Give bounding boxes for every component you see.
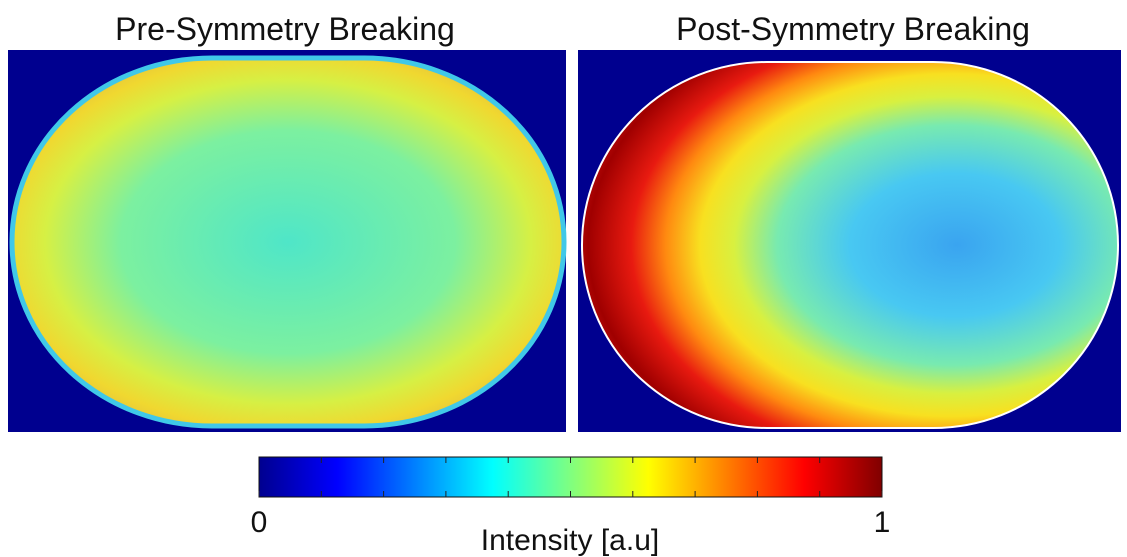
colorbar-label: Intensity [a.u] [481,524,659,557]
heatmap-right [578,50,1121,432]
panel-title: Pre-Symmetry Breaking [115,11,455,47]
colorbar-tick-label: 0 [251,506,268,539]
figure: Pre-Symmetry Breaking Post-Symmetry Brea… [0,0,1127,557]
panel-title: Post-Symmetry Breaking [676,11,1030,47]
colorbar-tick-label: 1 [874,506,891,539]
heatmap-left [8,50,566,432]
